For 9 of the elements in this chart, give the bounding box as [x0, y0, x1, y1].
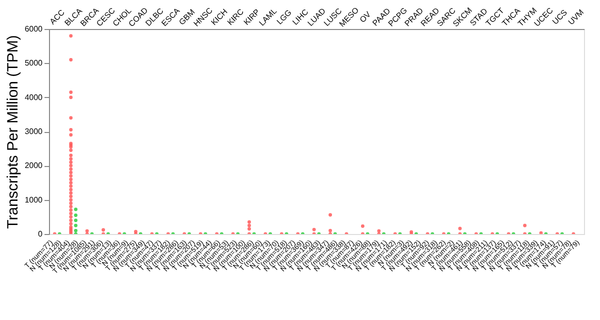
y-tick-label: 5000: [24, 58, 44, 68]
y-tick-label: 0: [38, 230, 44, 238]
y-tick-label: 2000: [24, 161, 44, 170]
y-tick-label: 6000: [24, 24, 44, 34]
x-tick-label: OV: [358, 9, 374, 24]
y-axis-title: Transcripts Per Million (TPM): [4, 35, 22, 229]
y-tick-label: 4000: [24, 92, 44, 102]
y-tick-label: 1000: [24, 195, 44, 204]
y-tick-label: 3000: [24, 127, 44, 136]
